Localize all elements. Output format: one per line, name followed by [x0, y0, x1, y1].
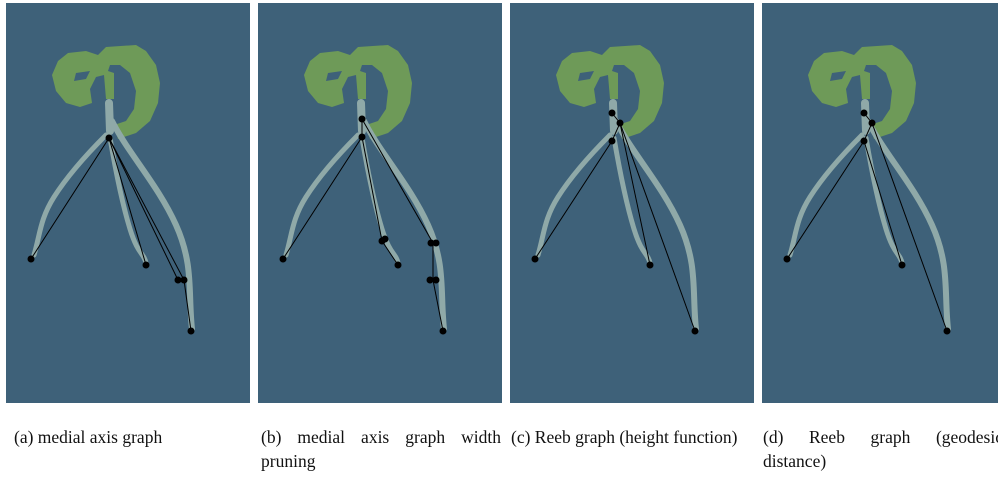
captions: (a) medial axis graph (b) medial axis gr…	[0, 0, 998, 481]
caption: (b) medial axis graph width pruning	[261, 425, 501, 473]
page: (a) medial axis graph (b) medial axis gr…	[0, 0, 998, 481]
caption: (a) medial axis graph	[14, 425, 254, 449]
caption: (d) Reeb graph (geodesic distance)	[763, 425, 998, 473]
caption: (c) Reeb graph (height function)	[511, 425, 751, 449]
